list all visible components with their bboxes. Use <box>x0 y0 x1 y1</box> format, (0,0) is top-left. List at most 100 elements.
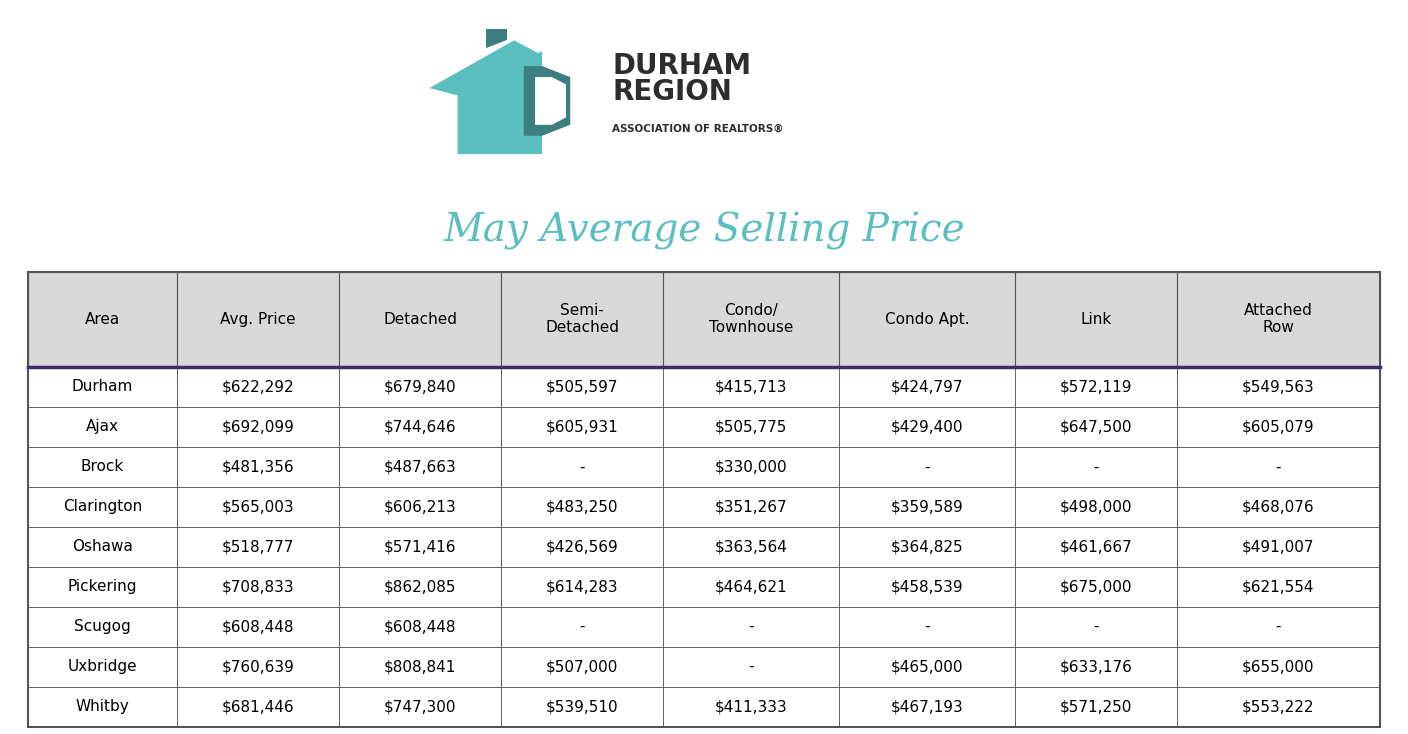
Text: Oshawa: Oshawa <box>72 539 132 554</box>
Text: Area: Area <box>84 312 120 327</box>
Bar <box>663 272 839 367</box>
Bar <box>839 272 1015 367</box>
Text: $505,775: $505,775 <box>715 419 787 435</box>
Bar <box>663 527 839 567</box>
Text: $481,356: $481,356 <box>221 459 294 474</box>
Polygon shape <box>429 40 542 95</box>
Text: $679,840: $679,840 <box>384 379 456 394</box>
Bar <box>839 607 1015 647</box>
Bar <box>501 647 663 687</box>
Bar <box>1015 647 1177 687</box>
Text: $491,007: $491,007 <box>1242 539 1315 554</box>
Bar <box>1177 447 1380 487</box>
Text: $458,539: $458,539 <box>891 579 963 595</box>
Bar <box>1177 607 1380 647</box>
Bar <box>177 447 339 487</box>
Text: Avg. Price: Avg. Price <box>220 312 296 327</box>
Bar <box>501 567 663 607</box>
Text: $468,076: $468,076 <box>1242 499 1315 515</box>
Text: $760,639: $760,639 <box>221 659 294 675</box>
Text: $744,646: $744,646 <box>384 419 456 435</box>
Polygon shape <box>458 51 542 154</box>
Text: REGION: REGION <box>612 78 732 106</box>
Bar <box>1015 527 1177 567</box>
Text: Condo/
Townhouse: Condo/ Townhouse <box>710 303 794 335</box>
Text: $808,841: $808,841 <box>384 659 456 675</box>
Bar <box>501 607 663 647</box>
Text: $675,000: $675,000 <box>1060 579 1132 595</box>
Text: $606,213: $606,213 <box>384 499 456 515</box>
Text: -: - <box>1276 619 1281 634</box>
Bar <box>663 567 839 607</box>
Text: ASSOCIATION OF REALTORS®: ASSOCIATION OF REALTORS® <box>612 123 784 134</box>
Bar <box>177 607 339 647</box>
Bar <box>28 487 177 527</box>
Text: Uxbridge: Uxbridge <box>68 659 138 675</box>
Bar <box>339 607 501 647</box>
Bar <box>28 567 177 607</box>
Bar <box>1015 272 1177 367</box>
Text: DURHAM: DURHAM <box>612 52 752 80</box>
Bar <box>28 272 177 367</box>
Polygon shape <box>535 77 566 125</box>
Text: Clarington: Clarington <box>63 499 142 515</box>
Text: $461,667: $461,667 <box>1060 539 1132 554</box>
Bar <box>1015 567 1177 607</box>
Bar <box>839 447 1015 487</box>
Bar <box>28 407 177 447</box>
Text: $708,833: $708,833 <box>221 579 294 595</box>
Bar <box>501 367 663 407</box>
Bar <box>839 687 1015 727</box>
Bar <box>339 567 501 607</box>
Bar <box>339 687 501 727</box>
Bar <box>1015 447 1177 487</box>
Bar <box>663 407 839 447</box>
Bar <box>663 367 839 407</box>
Bar <box>177 407 339 447</box>
Bar <box>839 527 1015 567</box>
Bar <box>663 607 839 647</box>
Bar <box>177 527 339 567</box>
Bar <box>1015 487 1177 527</box>
Text: $505,597: $505,597 <box>546 379 618 394</box>
Text: $426,569: $426,569 <box>546 539 618 554</box>
Text: $411,333: $411,333 <box>715 700 787 714</box>
Bar <box>339 487 501 527</box>
Text: $429,400: $429,400 <box>891 419 963 435</box>
Text: $549,563: $549,563 <box>1242 379 1315 394</box>
Text: $415,713: $415,713 <box>715 379 787 394</box>
Text: $633,176: $633,176 <box>1060 659 1132 675</box>
Text: $359,589: $359,589 <box>891 499 963 515</box>
Text: $862,085: $862,085 <box>384 579 456 595</box>
Text: $518,777: $518,777 <box>221 539 294 554</box>
Bar <box>28 527 177 567</box>
Bar <box>1015 407 1177 447</box>
Text: Brock: Brock <box>80 459 124 474</box>
Text: Whitby: Whitby <box>76 700 130 714</box>
Text: $351,267: $351,267 <box>715 499 787 515</box>
Text: $330,000: $330,000 <box>715 459 787 474</box>
Text: Pickering: Pickering <box>68 579 137 595</box>
Text: $621,554: $621,554 <box>1242 579 1315 595</box>
Bar <box>339 367 501 407</box>
Text: $614,283: $614,283 <box>546 579 618 595</box>
Bar <box>1177 272 1380 367</box>
Bar <box>839 647 1015 687</box>
Text: -: - <box>1276 459 1281 474</box>
Bar <box>177 567 339 607</box>
Bar <box>339 447 501 487</box>
Bar <box>28 647 177 687</box>
Text: Durham: Durham <box>72 379 134 394</box>
Text: Ajax: Ajax <box>86 419 120 435</box>
Text: -: - <box>749 659 755 675</box>
Bar <box>28 447 177 487</box>
Text: $464,621: $464,621 <box>715 579 787 595</box>
Text: $465,000: $465,000 <box>891 659 963 675</box>
Bar <box>501 447 663 487</box>
Text: $605,079: $605,079 <box>1242 419 1315 435</box>
Bar <box>1177 487 1380 527</box>
Bar <box>1015 687 1177 727</box>
Text: $364,825: $364,825 <box>891 539 963 554</box>
Text: -: - <box>1093 459 1098 474</box>
Text: $553,222: $553,222 <box>1242 700 1315 714</box>
